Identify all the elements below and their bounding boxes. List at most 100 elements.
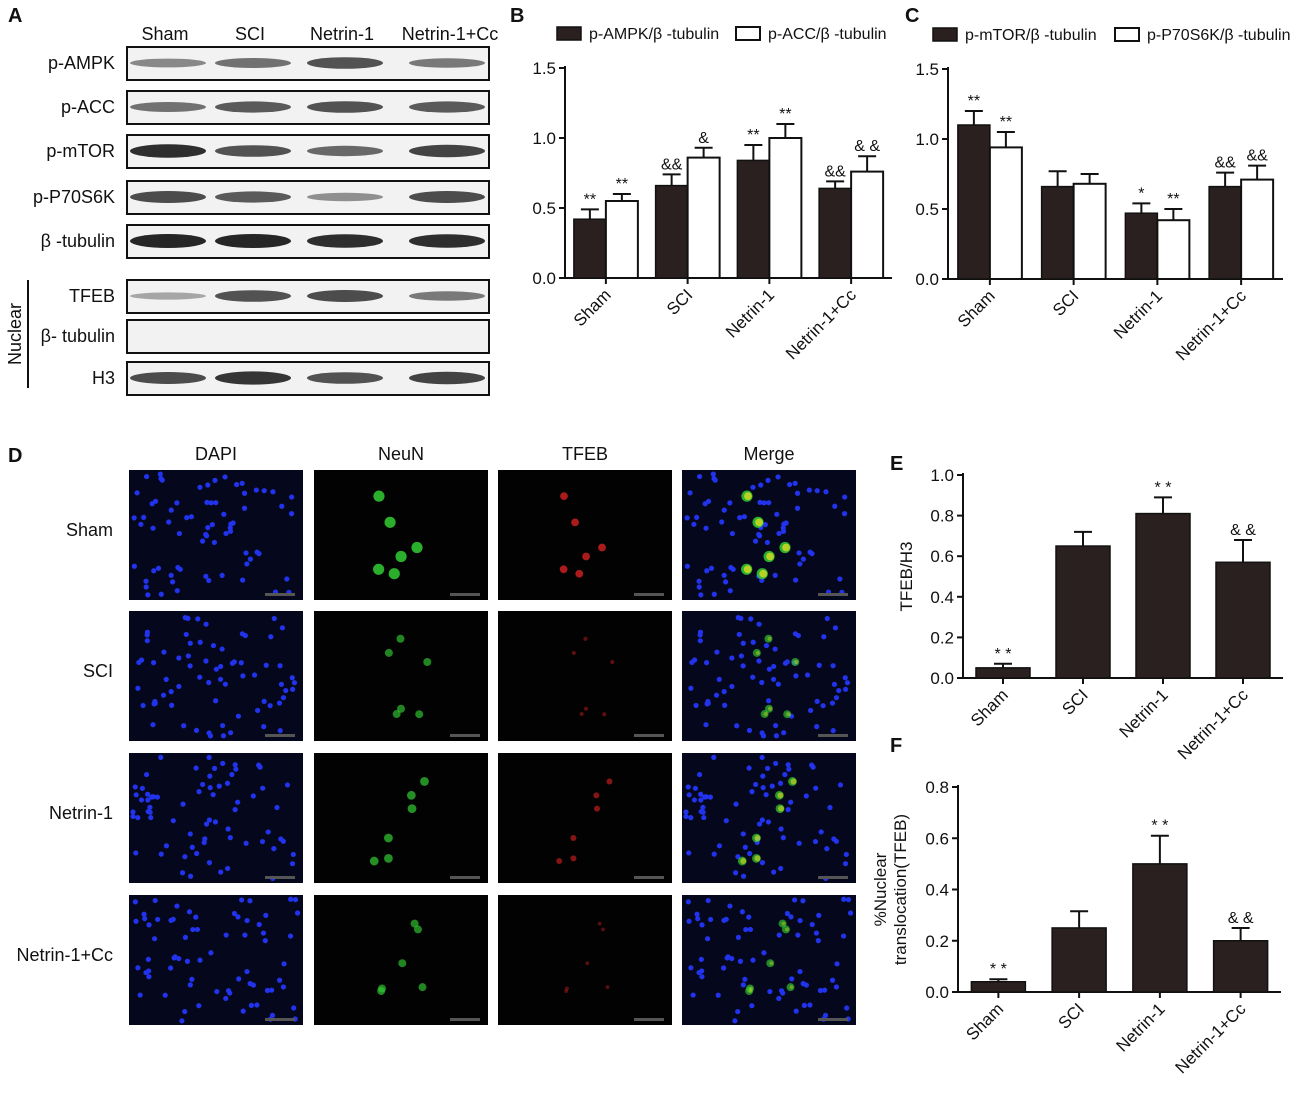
nucleus-dot [723,579,729,585]
nucleus-dot [219,646,225,652]
nucleus-dot [740,663,746,669]
nucleus-dot [793,1008,799,1014]
nucleus-dot [841,896,847,902]
nucleus-dot [792,480,798,486]
nucleus-dot [292,897,299,903]
blot-band [130,102,206,112]
nucleus-dot [820,703,826,709]
y-tick-label: 0.0 [915,270,939,289]
nucleus-dot [795,932,801,938]
nucleus-dot [225,865,231,872]
nucleus-dot [210,792,216,798]
nucleus-dot [271,615,277,622]
nucleus-dot [711,851,717,857]
nucleus-dot [170,579,176,585]
nucleus-dot [227,835,233,841]
nucleus-dot [702,794,708,800]
y-axis-title: translocation(TFEB) [891,814,910,965]
nucleus-dot [251,672,258,678]
significance-label: ** [1167,191,1179,208]
nucleus-dot [163,676,169,682]
nucleus-dot [280,838,286,844]
nucleus-dot [216,783,222,789]
blot-band [409,371,485,385]
nucleus-dot [146,922,152,928]
micrograph-tile [129,895,303,1025]
nucleus-dot [185,615,191,621]
blot-band [409,101,485,113]
nucleus-dot [211,765,218,771]
nucleus-dot [766,698,772,704]
x-tick-label: Sham [954,286,999,331]
nucleus-dot [741,514,747,520]
nucleus-dot [713,692,720,698]
nucleus-dot [212,477,218,483]
nucleus-dot [179,870,186,876]
nucleus-dot [179,1018,185,1024]
nucleus-dot [284,782,291,788]
nucleus-dot [714,649,720,655]
bar [1040,185,1075,280]
bar [686,156,721,280]
tfeb-signal [782,543,790,552]
nucleus-dot [203,658,209,664]
nucleus-dot [711,591,717,597]
nucleus-dot [225,988,232,994]
bar [988,146,1023,280]
nucleus-dot [269,1012,276,1018]
blot-band [307,192,383,202]
blot-row-label: p-AMPK [48,53,115,73]
nucleus-dot [197,484,203,490]
nucleus-dot [737,515,743,521]
blot-band [307,372,383,384]
nucleus-dot [135,965,141,971]
nucleus-dot [691,797,698,803]
nucleus-dot [256,921,262,928]
nucleus-dot [843,851,849,858]
nucleus-dot [261,488,267,494]
nucleus-dot [689,659,695,666]
nucleus-dot [788,799,794,805]
nucleus-dot [187,663,193,669]
neun-signal [752,648,761,657]
neun-signal [764,634,773,643]
nucleus-dot [207,785,213,791]
tfeb-signal [602,712,607,717]
tfeb-signal [767,636,772,641]
nucleus-dot [247,898,253,904]
nucleus-dot [699,974,705,980]
micrograph-tile [129,470,303,600]
nucleus-dot [163,843,170,849]
nucleus-dot [247,556,253,562]
significance-label: ** [968,93,980,110]
significance-label: * * [1155,479,1172,496]
nucleus-dot [235,713,242,719]
y-tick-label: 0.6 [930,547,954,566]
nucleus-dot [218,869,224,875]
significance-label: & [698,130,709,147]
blot-band [307,290,383,302]
nucleus-dot [740,640,746,646]
nucleus-dot [197,957,203,963]
neun-signal [396,634,405,643]
significance-label: && [661,156,683,173]
nucleus-dot [130,809,136,815]
nucleus-dot [204,499,210,505]
scale-bar [450,1018,480,1021]
nucleus-dot [175,564,181,571]
neun-signal [406,790,416,800]
blot-group-label: Netrin-1 [310,24,374,44]
nucleus-dot [770,676,777,682]
significance-label: && [824,163,846,180]
nucleus-dot [168,507,174,513]
nucleus-dot [195,616,201,622]
nucleus-dot [796,840,802,846]
nucleus-dot [150,525,156,531]
nucleus-dot [760,773,766,779]
nucleus-dot [807,1002,813,1008]
blot-row-label: β- tubulin [41,326,115,346]
tfeb-signal [766,552,774,561]
nucleus-dot [732,870,739,876]
bar [1215,561,1271,679]
nucleus-dot [205,482,211,488]
